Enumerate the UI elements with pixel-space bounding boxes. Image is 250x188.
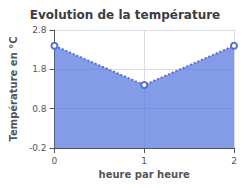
svg-text:heure par heure: heure par heure [99, 169, 190, 180]
svg-text:0.8: 0.8 [32, 104, 47, 114]
svg-text:Température en °C: Température en °C [8, 36, 19, 141]
svg-text:2: 2 [231, 156, 237, 166]
svg-text:2.8: 2.8 [32, 25, 47, 35]
svg-text:1.8: 1.8 [32, 64, 47, 74]
svg-text:-0.2: -0.2 [29, 143, 47, 153]
svg-text:1: 1 [141, 156, 147, 166]
svg-text:0: 0 [52, 156, 58, 166]
svg-text:Evolution de la température: Evolution de la température [30, 8, 221, 22]
